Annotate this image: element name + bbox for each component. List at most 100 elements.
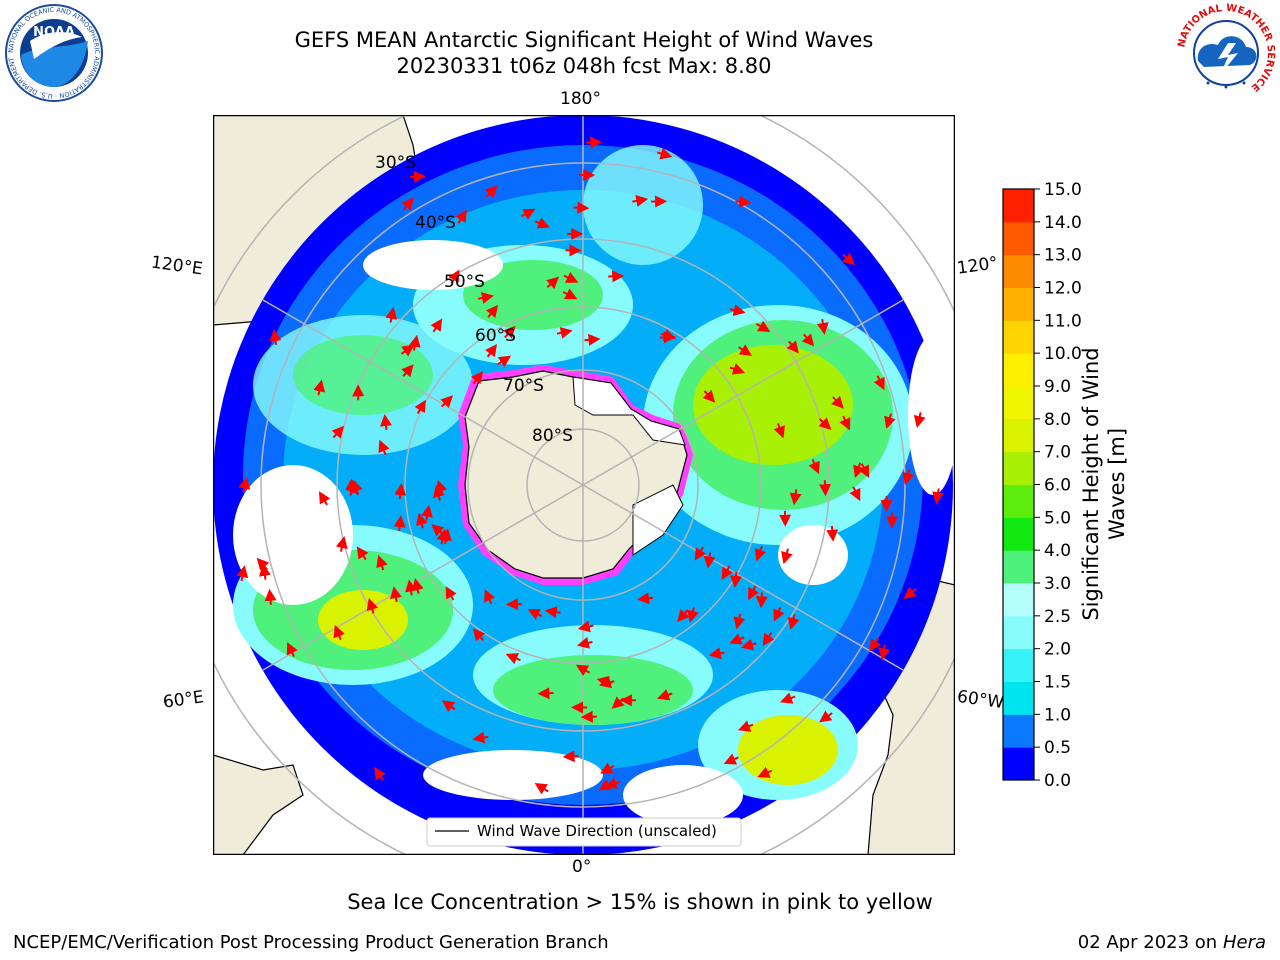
wind-arrow	[393, 515, 406, 532]
wind-arrow	[842, 252, 856, 266]
wind-arrow	[385, 306, 398, 323]
colorbar-segment	[1003, 221, 1034, 256]
legend-label: Wind Wave Direction (unscaled)	[477, 822, 717, 840]
colorbar-tick-label: 8.0	[1044, 410, 1071, 430]
lat-label-80s: 80°S	[532, 426, 573, 446]
wind-arrow	[544, 606, 561, 619]
wind-arrow	[563, 271, 579, 283]
wind-arrow	[657, 147, 673, 160]
wind-arrow	[816, 318, 829, 335]
colorbar-segment	[1003, 418, 1034, 453]
wind-arrow	[801, 333, 815, 347]
wind-arrow	[380, 414, 392, 431]
colorbar-tick-label: 1.0	[1044, 705, 1071, 725]
chart-title: GEFS MEAN Antarctic Significant Height o…	[294, 28, 874, 52]
lat-label-70s: 70°S	[503, 376, 544, 396]
colorbar-tick-label: 1.5	[1044, 673, 1071, 693]
wind-arrow	[562, 288, 578, 300]
wind-arrow	[659, 331, 676, 344]
wind-arrow	[754, 545, 767, 562]
wind-arrow	[733, 613, 746, 630]
wind-arrow	[748, 585, 759, 601]
colorbar-tick-label: 15.0	[1044, 180, 1082, 200]
colorbar-segment	[1003, 583, 1034, 617]
wind-arrow	[313, 379, 326, 396]
wind-arrow	[573, 201, 590, 214]
wind-arrow	[497, 355, 512, 368]
wind-arrow	[236, 565, 249, 582]
lon-label-120e: 120°E	[149, 252, 204, 280]
wind-arrow	[781, 548, 793, 565]
wind-arrow	[702, 389, 716, 403]
wind-arrow	[408, 334, 421, 351]
colorbar-tick-label: 2.5	[1044, 607, 1071, 627]
wind-arrow	[546, 276, 560, 290]
colorbar-segment	[1003, 451, 1034, 485]
wind-arrow	[478, 292, 494, 304]
wind-arrow	[405, 579, 417, 596]
wind-arrow	[637, 592, 654, 605]
wind-arrow	[787, 614, 800, 630]
wind-arrow	[723, 753, 739, 765]
wind-arrow	[873, 375, 885, 391]
wind-arrow	[831, 395, 844, 409]
wind-arrow	[401, 364, 414, 378]
wind-arrow	[485, 343, 498, 358]
wind-arrow	[356, 546, 369, 561]
wind-arrow	[409, 170, 426, 183]
wind-arrow	[902, 469, 915, 485]
colorbar-tick-label: 9.0	[1044, 377, 1071, 397]
date-stamp: 02 Apr 2023 on Hera	[1078, 932, 1266, 953]
wind-arrow	[737, 720, 754, 732]
colorbar-label-line1: Significant Height of Wind	[1079, 347, 1103, 621]
wind-arrow	[632, 195, 649, 207]
wind-arrow	[390, 586, 402, 603]
nws-logo: NATIONAL WEATHER SERVICE	[1176, 3, 1276, 101]
wind-arrow	[584, 333, 601, 346]
noaa-logo-text: NOAA	[33, 25, 75, 40]
colorbar-tick-label: 10.0	[1044, 344, 1082, 364]
colorbar-segment	[1003, 484, 1034, 518]
colorbar-tick-label: 2.0	[1044, 640, 1071, 660]
wind-arrow	[740, 638, 757, 651]
wind-arrow	[445, 586, 457, 601]
wind-arrow	[755, 592, 768, 609]
wind-arrow	[611, 696, 625, 709]
colorbar-segment	[1003, 517, 1034, 551]
wind-arrow	[534, 217, 550, 229]
wind-arrow	[331, 425, 345, 439]
colorbar-tick-label: 7.0	[1044, 443, 1071, 463]
colorbar: 0.0 0.5 1.0 1.5 2.0 2.5 3.0 4.0 5.0 6.0 7.0 8.0 9.0 1…	[1002, 180, 1082, 791]
wind-arrow	[503, 325, 516, 339]
colorbar-tick-label: 5.0	[1044, 508, 1071, 528]
wind-arrow	[694, 546, 707, 561]
wind-arrow	[755, 320, 771, 333]
wind-arrow	[521, 208, 536, 220]
wind-arrow	[903, 586, 917, 600]
wind-arrow	[441, 700, 456, 713]
wind-arrow	[729, 633, 745, 645]
colorbar-segment	[1003, 648, 1034, 682]
colorbar-segment	[1003, 747, 1034, 781]
colorbar-label-line2: Waves [m]	[1105, 427, 1129, 541]
colorbar-segment	[1003, 353, 1034, 387]
wind-arrow	[394, 483, 407, 500]
credit-text: NCEP/EMC/Verification Post Processing Pr…	[13, 932, 609, 953]
wind-arrow	[789, 489, 802, 506]
colorbar-tick-label: 11.0	[1044, 311, 1082, 331]
map-legend: Wind Wave Direction (unscaled)	[426, 817, 742, 847]
colorbar-segment	[1003, 386, 1034, 420]
wind-arrow	[378, 439, 390, 455]
wind-arrow	[721, 565, 733, 580]
wind-arrow	[433, 484, 445, 501]
lon-label-180: 180°	[560, 89, 601, 109]
wind-arrow	[575, 664, 591, 677]
wind-arrow	[757, 766, 773, 778]
colorbar-segment	[1003, 550, 1034, 584]
wind-arrow	[485, 304, 499, 318]
antarctica	[458, 365, 693, 585]
wind-arrow	[335, 536, 348, 552]
wind-arrow	[687, 606, 699, 623]
wind-arrow	[484, 589, 496, 605]
wind-arrow	[470, 371, 484, 385]
